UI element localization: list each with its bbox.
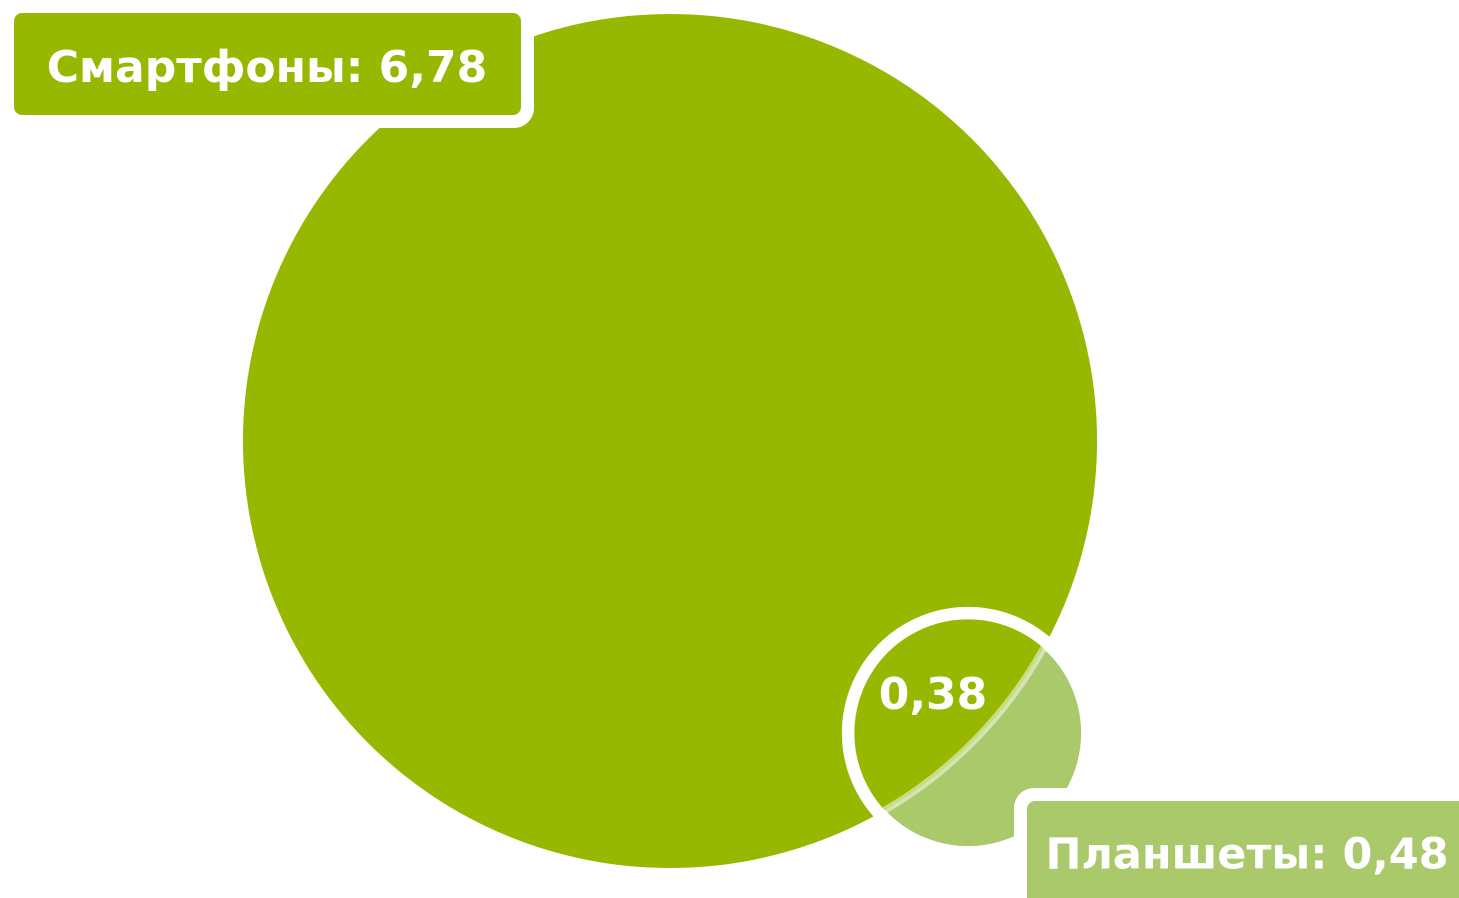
set-label: Смартфоны: 6,78 — [47, 42, 488, 93]
set-label: Планшеты: 0,48 — [1045, 830, 1448, 880]
label-box — [1027, 801, 1459, 898]
intersection-label: 0,38 — [879, 669, 988, 720]
label-box — [14, 13, 521, 115]
